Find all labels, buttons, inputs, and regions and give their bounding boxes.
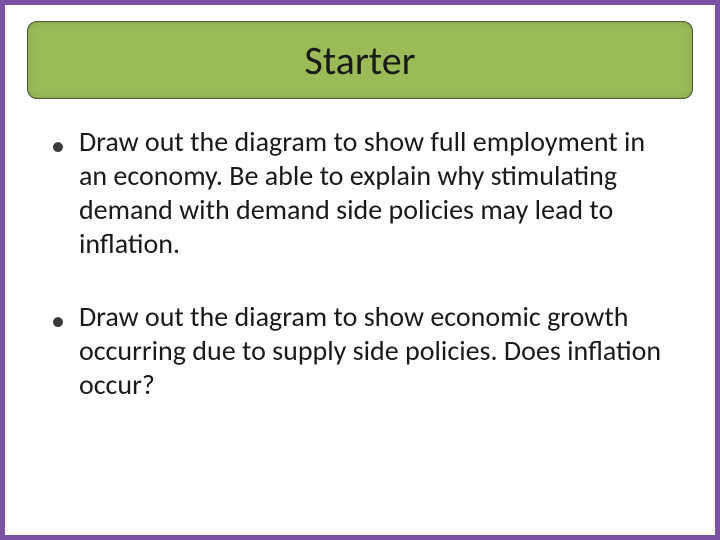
bullet-item: • Draw out the diagram to show full empl… xyxy=(51,125,669,262)
slide-title: Starter xyxy=(304,36,415,85)
bullet-text: Draw out the diagram to show economic gr… xyxy=(79,300,669,402)
slide-container: Starter • Draw out the diagram to show f… xyxy=(0,0,720,540)
bullet-marker-icon: • xyxy=(51,129,65,163)
bullet-item: • Draw out the diagram to show economic … xyxy=(51,300,669,402)
bullet-text: Draw out the diagram to show full employ… xyxy=(79,125,669,262)
bullet-marker-icon: • xyxy=(51,304,65,338)
slide-body: • Draw out the diagram to show full empl… xyxy=(51,125,669,440)
title-banner: Starter xyxy=(27,21,693,99)
